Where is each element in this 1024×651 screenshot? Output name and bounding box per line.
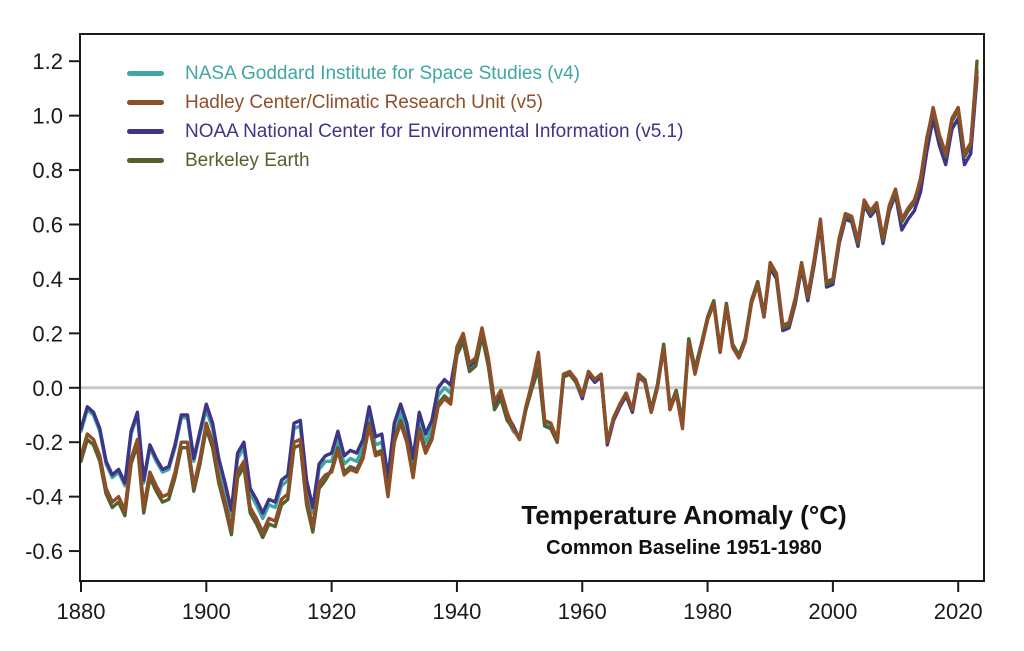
berkeley-line-swatch — [127, 158, 164, 163]
y-tick-label: 1.2 — [32, 49, 63, 74]
legend-item-hadley: Hadley Center/Climatic Research Unit (v5… — [127, 88, 683, 117]
legend-item-berkeley: Berkeley Earth — [127, 146, 683, 175]
chart-legend: NASA Goddard Institute for Space Studies… — [127, 59, 683, 175]
y-tick-label: -0.2 — [25, 430, 63, 455]
y-tick-label: 0.6 — [32, 212, 63, 237]
legend-label-noaa: NOAA National Center for Environmental I… — [185, 121, 684, 142]
x-tick-label: 1960 — [558, 599, 607, 624]
title-block: Temperature Anomaly (°C) Common Baseline… — [374, 501, 994, 559]
x-tick-label: 1900 — [182, 599, 231, 624]
y-tick-label: 0.2 — [32, 321, 63, 346]
x-tick-label: 2020 — [934, 599, 983, 624]
chart-title: Temperature Anomaly (°C) — [521, 500, 847, 530]
hadley-line-swatch — [127, 100, 164, 105]
x-tick-label: 1980 — [683, 599, 732, 624]
legend-label-nasa: NASA Goddard Institute for Space Studies… — [185, 63, 580, 84]
x-tick-label: 1880 — [57, 599, 106, 624]
y-tick-label: -0.4 — [25, 485, 63, 510]
y-tick-label: 0.0 — [32, 376, 63, 401]
noaa-line-swatch — [127, 129, 164, 134]
legend-label-hadley: Hadley Center/Climatic Research Unit (v5… — [185, 92, 543, 113]
y-tick-label: -0.6 — [25, 539, 63, 564]
nasa-line-swatch — [127, 71, 164, 76]
x-tick-label: 1940 — [432, 599, 481, 624]
legend-label-berkeley: Berkeley Earth — [185, 150, 310, 171]
y-tick-label: 1.0 — [32, 104, 63, 129]
legend-item-noaa: NOAA National Center for Environmental I… — [127, 117, 683, 146]
plot-frame — [79, 33, 985, 582]
chart-subtitle: Common Baseline 1951-1980 — [546, 536, 822, 559]
series-line-1 — [79, 70, 979, 534]
x-tick-label: 1920 — [307, 599, 356, 624]
legend-item-nasa: NASA Goddard Institute for Space Studies… — [127, 59, 683, 88]
x-tick-label: 2000 — [808, 599, 857, 624]
y-tick-label: 0.4 — [32, 267, 63, 292]
y-tick-label: 0.8 — [32, 158, 63, 183]
